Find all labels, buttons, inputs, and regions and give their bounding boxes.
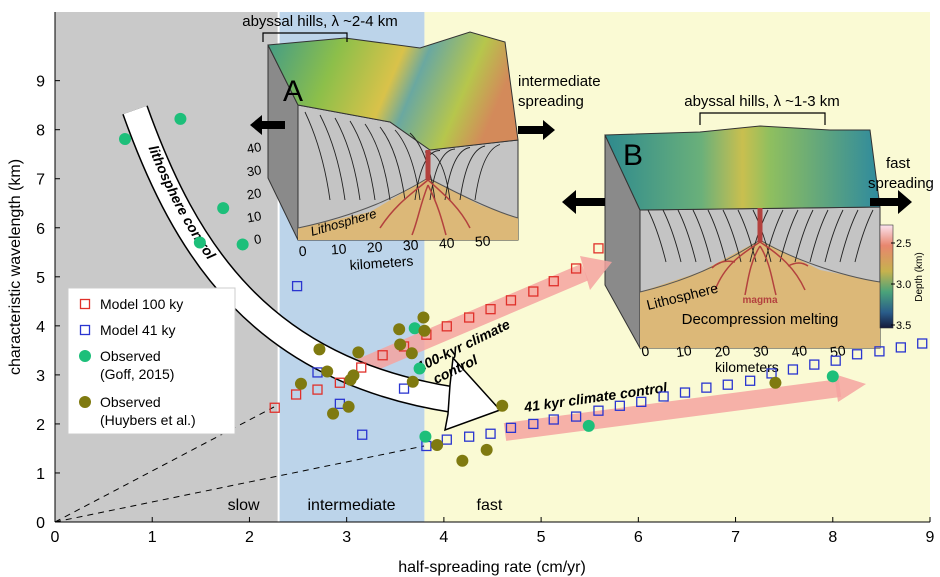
- point: [414, 363, 426, 375]
- x-tick-label: 3: [342, 529, 351, 546]
- inset-label: A: [283, 75, 303, 108]
- inset-x-tick: 20: [366, 238, 383, 255]
- x-tick-label: 5: [537, 529, 546, 546]
- colorbar-tick-label: 3.0: [896, 279, 911, 291]
- point: [321, 365, 333, 377]
- point: [194, 236, 206, 248]
- point: [769, 377, 781, 389]
- y-tick-label: 2: [36, 417, 45, 434]
- y-tick-label: 3: [36, 368, 45, 385]
- legend-label: Model 100 ky: [100, 296, 183, 312]
- point: [79, 396, 91, 408]
- point: [217, 202, 229, 214]
- point: [419, 431, 431, 443]
- spreading-label: spreading: [518, 93, 584, 110]
- x-tick-label: 9: [926, 529, 935, 546]
- spreading-label: fast: [886, 155, 911, 172]
- point: [343, 401, 355, 413]
- legend-line: (Goff, 2015): [100, 366, 174, 382]
- colorbar-label: Depth (km): [914, 252, 925, 301]
- point: [417, 312, 429, 324]
- point: [237, 238, 249, 250]
- y-tick-label: 8: [36, 123, 45, 140]
- magma-label: magma: [742, 295, 777, 306]
- point: [174, 113, 186, 125]
- point: [313, 343, 325, 355]
- x-tick-label: 1: [148, 529, 157, 546]
- y-tick-label: 0: [36, 515, 45, 532]
- inset-label: B: [623, 139, 643, 172]
- x-tick-label: 4: [439, 529, 448, 546]
- colorbar-tick-label: 2.5: [896, 238, 911, 250]
- inset-x-tick: 30: [402, 236, 419, 253]
- point: [352, 346, 364, 358]
- inset-x-tick: 40: [438, 234, 455, 251]
- point: [496, 400, 508, 412]
- zone-label: Decompression melting: [682, 311, 839, 328]
- x-tick-label: 6: [634, 529, 643, 546]
- point: [583, 420, 595, 432]
- y-tick-label: 4: [36, 319, 45, 336]
- region-label: slow: [228, 497, 260, 514]
- point: [394, 338, 406, 350]
- point: [79, 350, 91, 362]
- colorbar: [880, 225, 893, 328]
- point: [481, 444, 493, 456]
- colorbar-tick-label: 3.5: [896, 320, 911, 332]
- block-top: [605, 126, 880, 210]
- y-tick-label: 7: [36, 172, 45, 189]
- inset-y-tick: 30: [246, 162, 263, 179]
- point: [406, 347, 418, 359]
- legend: Model 100 ky Model 41 ky Observed (Goff, 20…: [68, 288, 235, 434]
- y-axis-label: characteristic wavelength (km): [7, 159, 24, 375]
- region-label: fast: [477, 497, 503, 514]
- hills-label: abyssal hills, λ ~2-4 km: [242, 13, 397, 30]
- point: [327, 408, 339, 420]
- inset-x-tick: 20: [713, 342, 731, 360]
- point: [407, 376, 419, 388]
- x-tick-label: 8: [828, 529, 837, 546]
- x-tick-label: 7: [731, 529, 740, 546]
- legend-line: Observed: [100, 348, 161, 364]
- point: [393, 323, 405, 335]
- region-label: intermediate: [308, 497, 396, 514]
- y-tick-label: 6: [36, 221, 45, 238]
- point: [347, 369, 359, 381]
- y-tick-label: 9: [36, 74, 45, 91]
- legend-line: (Huybers et al.): [100, 412, 196, 428]
- y-tick-label: 5: [36, 270, 45, 287]
- region: [55, 12, 279, 522]
- point: [456, 455, 468, 467]
- point: [295, 378, 307, 390]
- legend-label: Model 41 ky: [100, 322, 175, 338]
- chart: slow intermediate fast abyssal hills, λ ~2…: [0, 0, 940, 577]
- point: [119, 133, 131, 145]
- legend-line: Observed: [100, 394, 161, 410]
- x-axis-label: half-spreading rate (cm/yr): [398, 559, 586, 576]
- point: [827, 370, 839, 382]
- hills-label: abyssal hills, λ ~1-3 km: [684, 93, 839, 110]
- inset-x-tick: 50: [474, 232, 491, 249]
- inset-x-tick: 0: [298, 243, 307, 260]
- inset-x-tick: 10: [675, 342, 693, 360]
- y-tick-label: 1: [36, 466, 45, 483]
- spreading-label: spreading: [868, 175, 934, 192]
- inset-x-tick: 30: [752, 342, 770, 360]
- x-tick-label: 2: [245, 529, 254, 546]
- inset-x-tick: 40: [790, 342, 808, 360]
- x-tick-label: 0: [51, 529, 60, 546]
- point: [418, 325, 430, 337]
- distance-unit: kilometers: [715, 359, 779, 375]
- inset-y-tick: 20: [246, 185, 263, 202]
- inset-y-tick: 10: [246, 208, 263, 225]
- point: [431, 439, 443, 451]
- inset-x-tick: 10: [330, 240, 347, 257]
- inset-y-tick: 40: [246, 139, 263, 156]
- spreading-label: intermediate: [518, 73, 601, 90]
